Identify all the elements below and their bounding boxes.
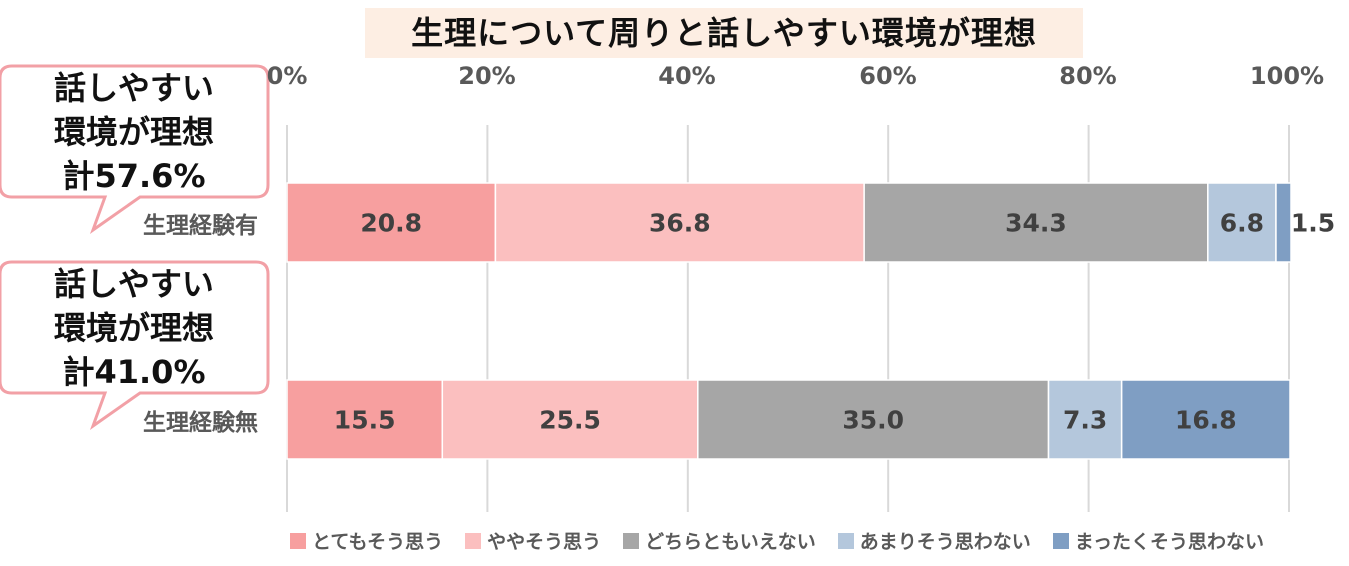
data-label: 6.8 — [1220, 209, 1264, 238]
bar-segment — [1120, 379, 1291, 460]
callout-line: 計41.0% — [62, 353, 206, 391]
x-tick-label: 60% — [859, 62, 917, 90]
chart-title: 生理について周りと話しやすい環境が理想 — [411, 14, 1037, 52]
x-tick-label: 80% — [1059, 62, 1117, 90]
x-tick-label: 100% — [1249, 62, 1325, 90]
callout-text: 話しやすい 環境が理想 計41.0% — [14, 262, 254, 394]
legend-label: とてもそう思う — [312, 531, 444, 553]
legend-swatch — [1052, 532, 1069, 549]
legend-swatch — [837, 532, 854, 549]
bar-segment — [1207, 182, 1277, 263]
bar-segment — [286, 182, 497, 263]
data-label: 7.3 — [1063, 406, 1107, 435]
legend-item: どちらともいえない — [623, 527, 816, 554]
data-label: 15.5 — [334, 406, 396, 435]
legend-swatch — [623, 532, 640, 549]
bar-segment — [1047, 379, 1123, 460]
bar-segment — [286, 379, 444, 460]
x-tick-label: 40% — [658, 62, 716, 90]
bar-segment — [863, 182, 1209, 263]
category-label: 生理経験無 — [143, 410, 258, 436]
legend-item: まったくそう思わない — [1052, 527, 1265, 554]
data-label: 35.0 — [842, 406, 904, 435]
bar-segment — [1275, 182, 1292, 263]
legend-item: あまりそう思わない — [837, 527, 1031, 554]
bar-segment — [441, 379, 699, 460]
category-label: 生理経験有 — [143, 213, 258, 239]
legend-item: とてもそう思う — [290, 527, 443, 554]
bar-segment — [697, 379, 1050, 460]
callout-bubble — [0, 260, 270, 430]
x-tick-label: 0% — [266, 62, 308, 90]
legend-swatch — [465, 532, 482, 549]
data-label: 34.3 — [1005, 209, 1067, 238]
legend-swatch — [290, 532, 306, 549]
data-label: 25.5 — [539, 406, 601, 435]
callout-line: 話しやすい — [54, 265, 214, 303]
bar-segment — [494, 182, 865, 263]
data-label: 36.8 — [649, 209, 711, 238]
callout-line: 環境が理想 — [53, 113, 214, 151]
callout-line: 計57.6% — [62, 157, 206, 195]
data-label: 1.5 — [1291, 209, 1335, 238]
legend-label: まったくそう思わない — [1074, 531, 1265, 553]
callout-line: 話しやすい — [54, 69, 214, 107]
legend: とてもそう思う ややそう思う どちらともいえない あまりそう思わない まったくそ… — [290, 527, 1264, 554]
legend-label: どちらともいえない — [645, 531, 816, 553]
legend-label: ややそう思う — [487, 531, 602, 553]
legend-item: ややそう思う — [465, 527, 601, 554]
title-background — [365, 8, 1083, 58]
callout-bubble — [0, 64, 270, 234]
x-tick-label: 20% — [458, 62, 516, 90]
data-label: 20.8 — [360, 209, 422, 238]
callout-line: 環境が理想 — [53, 309, 214, 347]
data-label: 16.8 — [1175, 406, 1237, 435]
legend-label: あまりそう思わない — [859, 531, 1031, 553]
callout-text: 話しやすい 環境が理想 計57.6% — [14, 66, 254, 198]
